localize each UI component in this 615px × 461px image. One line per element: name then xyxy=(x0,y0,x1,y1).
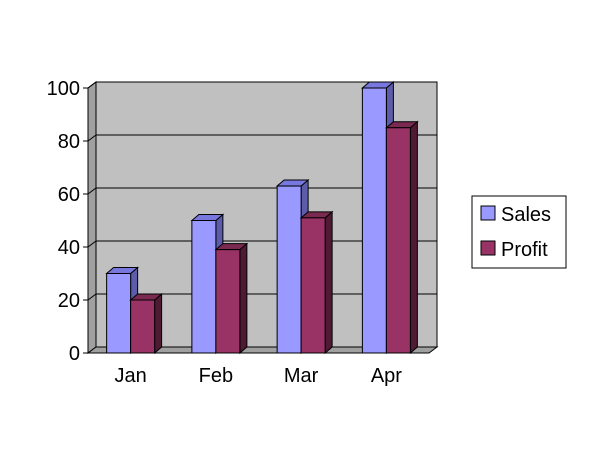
y-tick-label: 60 xyxy=(58,184,80,206)
legend: Sales Profit xyxy=(471,195,567,269)
bar-front xyxy=(130,299,156,354)
y-axis-tick-labels: 0 20 40 60 80 100 xyxy=(47,78,88,365)
bar-profit-mar xyxy=(299,210,334,355)
y-tick-label: 0 xyxy=(69,343,80,365)
bar-side xyxy=(409,120,418,355)
bar-front xyxy=(361,87,387,354)
bar-front xyxy=(276,185,302,354)
legend-label-profit: Profit xyxy=(501,239,548,261)
bar-side xyxy=(324,210,333,355)
x-tick-label: Feb xyxy=(199,365,233,387)
legend-label-sales: Sales xyxy=(501,204,551,226)
bar-side xyxy=(154,292,163,355)
gridlines xyxy=(87,81,437,301)
bar-profit-feb xyxy=(214,242,249,355)
bars xyxy=(105,80,419,355)
bar-side xyxy=(239,242,248,355)
bar-profit-jan xyxy=(129,292,163,355)
gridline xyxy=(87,81,437,89)
y-tick-label: 20 xyxy=(58,290,80,312)
y-tick-label: 80 xyxy=(58,131,80,153)
bar-front xyxy=(215,249,241,354)
bar-front xyxy=(300,217,326,354)
bar-front xyxy=(385,127,411,354)
x-tick-label: Jan xyxy=(115,365,147,387)
y-tick-label: 40 xyxy=(58,237,80,259)
x-axis-tick-labels: Jan Feb Mar Apr xyxy=(115,365,403,387)
gridline xyxy=(87,134,437,142)
legend-swatch-profit xyxy=(480,240,496,256)
bar-profit-apr xyxy=(385,120,419,355)
bar-front xyxy=(106,273,132,354)
gridline xyxy=(87,187,437,195)
x-tick-label: Apr xyxy=(371,365,402,387)
legend-swatch-sales xyxy=(480,205,496,221)
side-wall xyxy=(87,81,97,354)
x-tick-label: Mar xyxy=(284,365,319,387)
bar-front xyxy=(191,220,217,354)
y-tick-label: 100 xyxy=(47,78,80,100)
